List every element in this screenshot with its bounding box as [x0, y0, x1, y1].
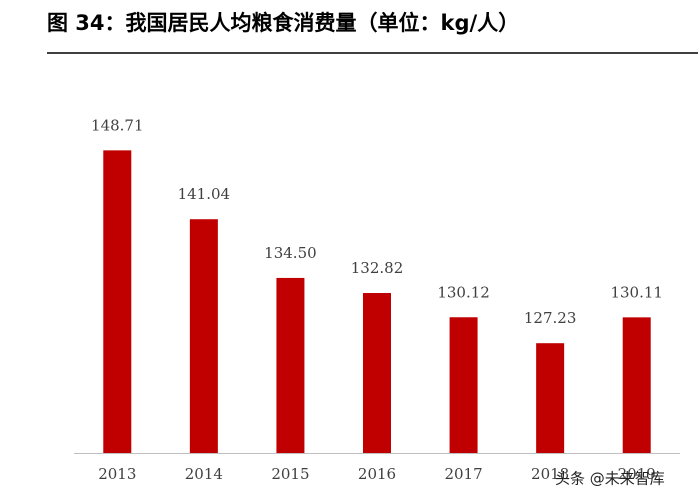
value-label: 148.71 — [91, 116, 144, 134]
bar — [449, 317, 478, 453]
value-label: 130.11 — [610, 283, 663, 301]
bar — [103, 150, 132, 453]
x-tick-label: 2017 — [444, 465, 482, 483]
x-tick-label: 2014 — [185, 465, 223, 483]
value-label: 130.12 — [437, 283, 490, 301]
value-label: 141.04 — [178, 185, 231, 203]
bar — [276, 277, 305, 453]
x-tick-label: 2013 — [98, 465, 136, 483]
x-tick-label: 2018 — [531, 465, 569, 483]
x-tick-label: 2016 — [358, 465, 396, 483]
bar — [189, 219, 218, 453]
x-tick-label: 2019 — [618, 465, 656, 483]
bar — [622, 317, 651, 453]
value-label: 134.50 — [264, 244, 317, 262]
bar — [363, 293, 391, 453]
chart-title: 图 34：我国居民人均粮食消费量（单位：kg/人） — [47, 11, 519, 35]
value-label: 127.23 — [524, 309, 577, 327]
bar — [536, 343, 565, 453]
x-tick-label: 2015 — [271, 465, 309, 483]
watermark: 头条 @未来智库 — [555, 470, 665, 488]
value-label: 132.82 — [351, 259, 404, 277]
